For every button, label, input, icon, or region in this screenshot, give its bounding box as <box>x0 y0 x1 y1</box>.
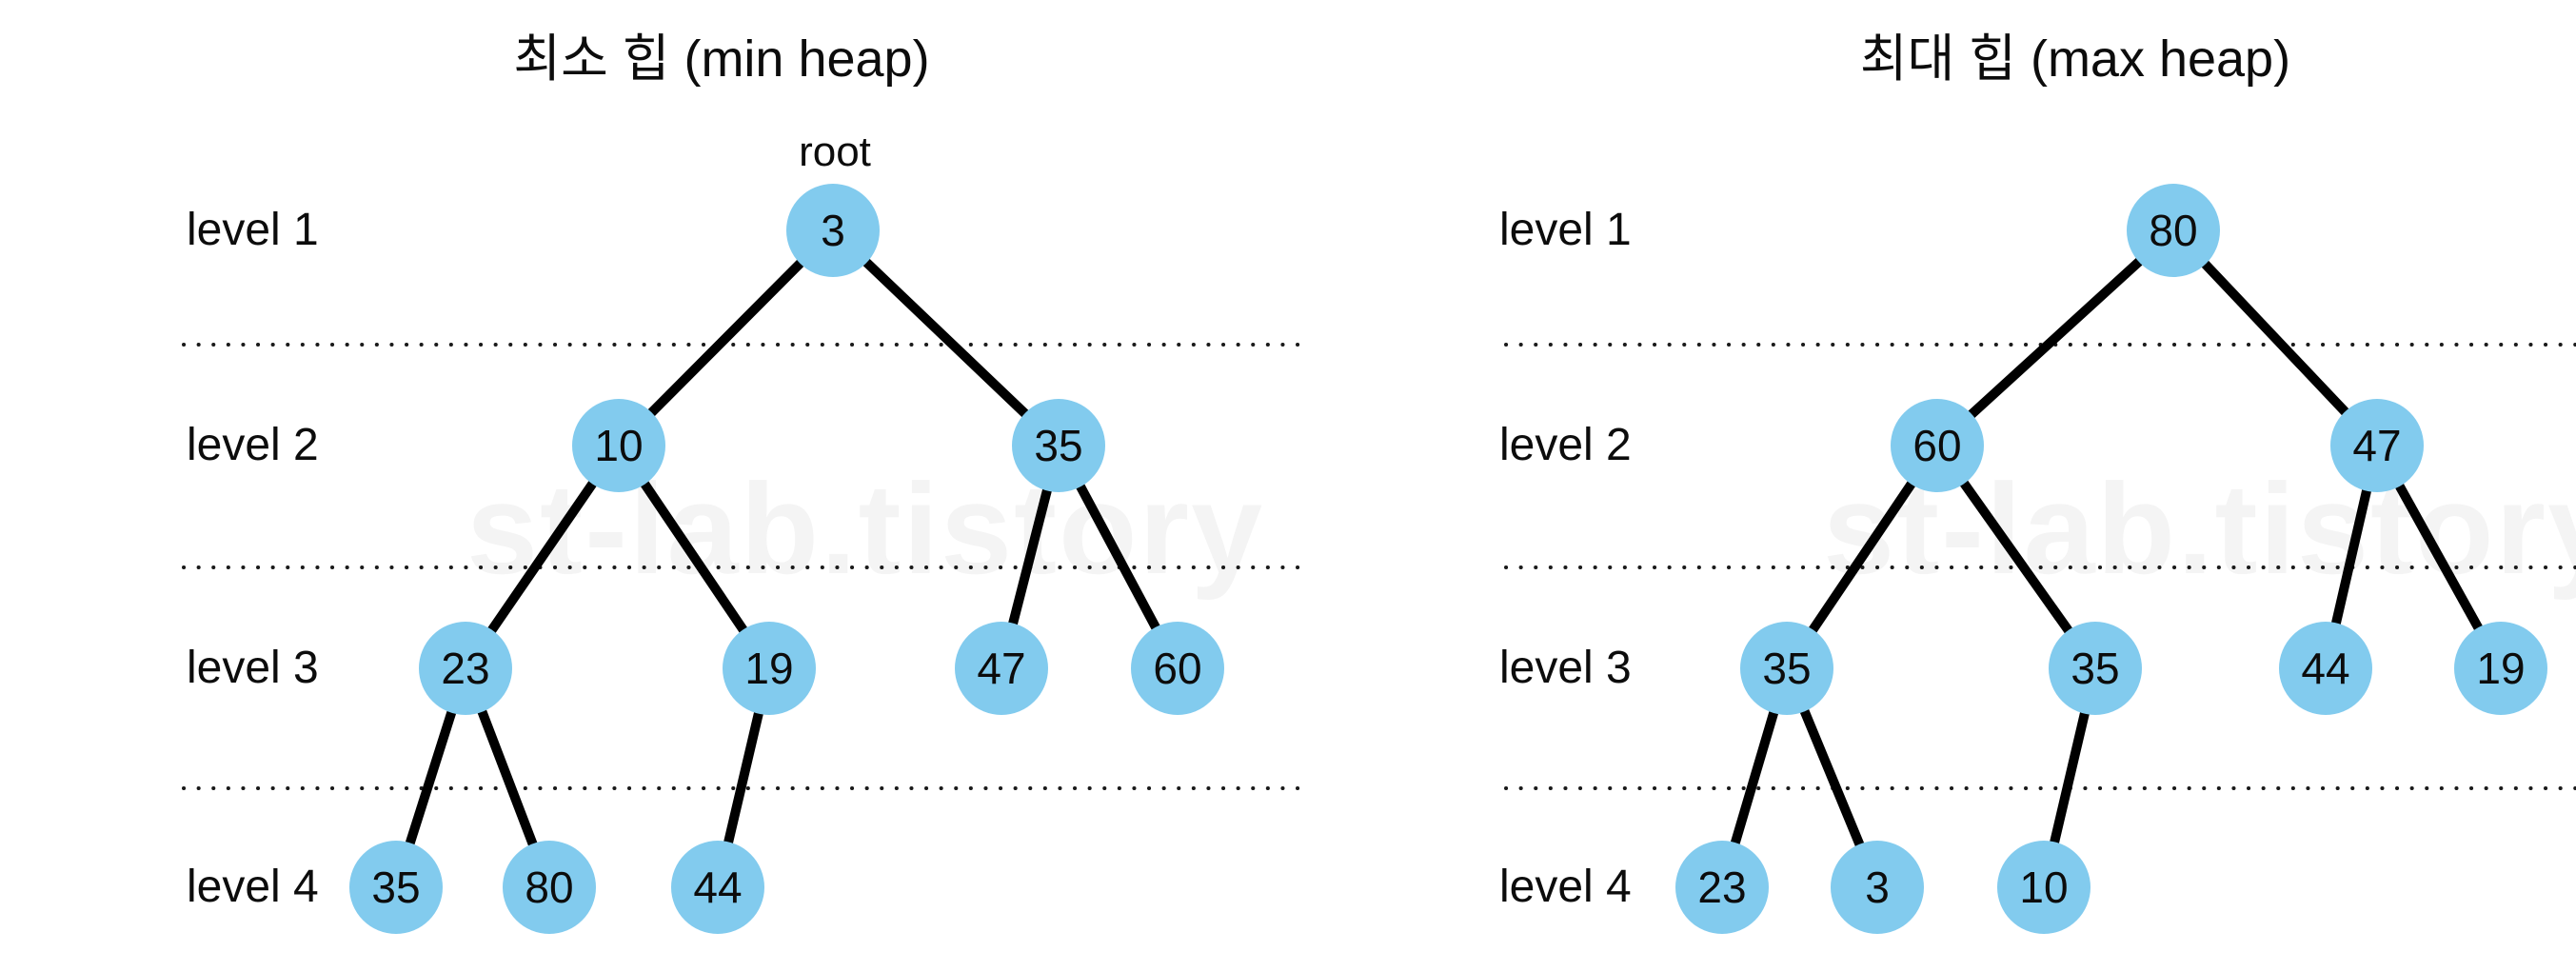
heap-node-value: 80 <box>525 863 573 912</box>
heap-node[interactable] <box>1740 622 1833 715</box>
heap-node[interactable] <box>2330 399 2424 492</box>
heap-node[interactable] <box>1012 399 1105 492</box>
heap-node[interactable] <box>1675 841 1769 934</box>
heap-node[interactable] <box>723 622 816 715</box>
heap-node-value: 35 <box>1034 421 1082 470</box>
level-1-label: level 1 <box>187 205 319 255</box>
heap-node-value: 60 <box>1912 421 1961 470</box>
heap-node[interactable] <box>349 841 443 934</box>
heap-node-value: 3 <box>1865 863 1890 912</box>
heap-node[interactable] <box>503 841 596 934</box>
heap-node-value: 44 <box>693 863 742 912</box>
heap-node[interactable] <box>1131 622 1224 715</box>
heap-node-value: 60 <box>1153 644 1201 693</box>
heap-node-value: 19 <box>2476 644 2525 693</box>
level-1-label: level 1 <box>1499 205 1632 255</box>
heap-node[interactable] <box>2454 622 2547 715</box>
heap-node-value: 47 <box>977 644 1025 693</box>
heap-node[interactable] <box>786 184 880 277</box>
max-heap-title: 최대 힙 (max heap) <box>1859 30 2291 88</box>
heap-node-value: 3 <box>821 206 845 255</box>
heap-node-value: 35 <box>371 863 420 912</box>
heap-node-value: 19 <box>744 644 793 693</box>
heap-node-value: 35 <box>1762 644 1811 693</box>
heap-node-value: 10 <box>594 421 643 470</box>
heap-node-value: 35 <box>2071 644 2119 693</box>
tree-edge <box>829 227 1062 449</box>
heap-node[interactable] <box>2279 622 2372 715</box>
root-label: root <box>799 129 871 175</box>
level-2-label: level 2 <box>187 420 319 470</box>
heap-node-value: 47 <box>2352 421 2401 470</box>
heap-node[interactable] <box>572 399 665 492</box>
heap-node-value: 80 <box>2149 206 2197 255</box>
heap-node[interactable] <box>1997 841 2091 934</box>
level-4-label: level 4 <box>1499 862 1632 912</box>
level-2-label: level 2 <box>1499 420 1632 470</box>
tree-edge <box>2170 227 2381 449</box>
tree-edge <box>1933 227 2177 449</box>
heap-node[interactable] <box>955 622 1048 715</box>
level-4-label: level 4 <box>187 862 319 912</box>
heap-node[interactable] <box>671 841 764 934</box>
tree-edge <box>615 227 837 449</box>
heap-node[interactable] <box>2049 622 2142 715</box>
heap-node[interactable] <box>1891 399 1984 492</box>
heap-node[interactable] <box>2127 184 2220 277</box>
heap-node[interactable] <box>1831 841 1924 934</box>
heap-node-value: 23 <box>1697 863 1746 912</box>
level-3-label: level 3 <box>1499 643 1632 693</box>
heap-node-value: 23 <box>441 644 489 693</box>
heap-node-value: 10 <box>2019 863 2068 912</box>
heap-node[interactable] <box>419 622 512 715</box>
min-heap-title: 최소 힙 (min heap) <box>513 30 930 88</box>
heap-node-value: 44 <box>2301 644 2349 693</box>
level-3-label: level 3 <box>187 643 319 693</box>
